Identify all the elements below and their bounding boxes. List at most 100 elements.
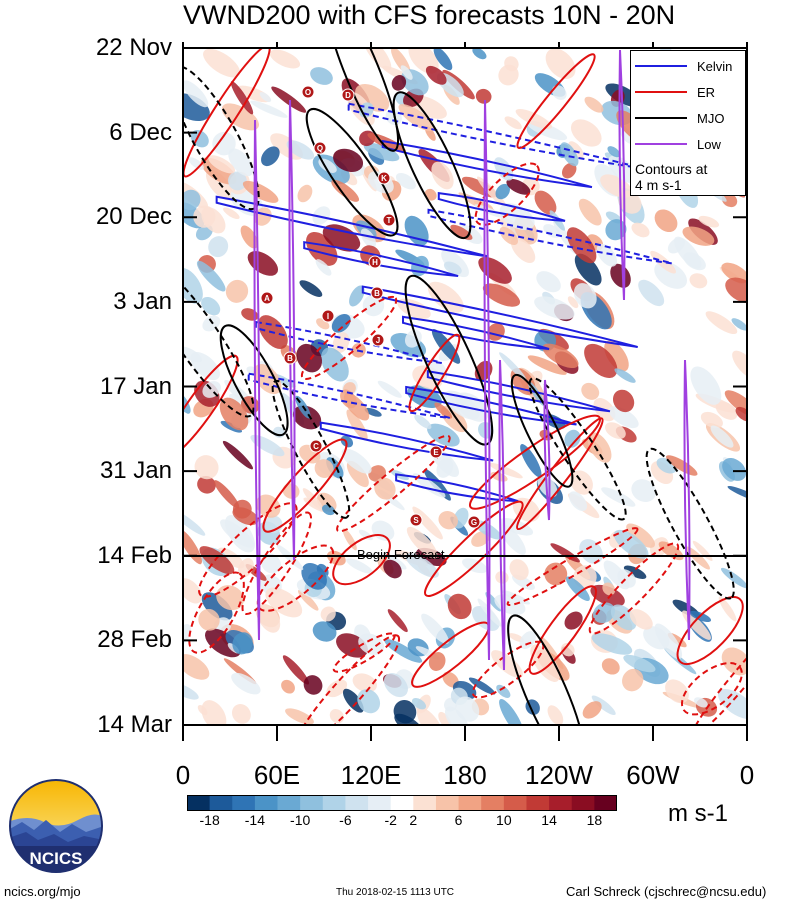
kelvin-contour bbox=[247, 372, 451, 419]
colorbar-tick-label: 14 bbox=[541, 812, 557, 828]
anomaly-blob bbox=[322, 224, 361, 252]
er-contour bbox=[300, 295, 398, 380]
ncics-logo: NCICS bbox=[9, 779, 103, 873]
anomaly-blob bbox=[608, 406, 639, 429]
anomaly-blob bbox=[496, 684, 511, 698]
anomaly-blob bbox=[405, 553, 439, 578]
anomaly-blob bbox=[607, 146, 621, 158]
anomaly-blob bbox=[196, 260, 226, 292]
colorbar-tick-label: -2 bbox=[384, 812, 397, 828]
legend-swatch-low bbox=[635, 143, 687, 145]
anomaly-blob bbox=[250, 100, 288, 118]
storm-label: H bbox=[372, 258, 378, 267]
anomaly-blob bbox=[591, 695, 616, 716]
legend-swatch-mjo bbox=[635, 117, 687, 119]
anomaly-blob bbox=[199, 546, 235, 575]
anomaly-blob bbox=[731, 318, 747, 331]
anomaly-blob bbox=[326, 679, 348, 698]
legend-note-line2: 4 m s-1 bbox=[635, 177, 682, 193]
anomaly-blob bbox=[411, 698, 427, 710]
anomaly-blob bbox=[404, 215, 429, 246]
anomaly-blob bbox=[499, 698, 524, 725]
x-tick-label: 120E bbox=[340, 760, 402, 790]
colorbar-frame bbox=[187, 795, 617, 811]
legend-entry-kelvin: Kelvin bbox=[635, 57, 732, 75]
colorbar-segment bbox=[571, 795, 595, 811]
anomaly-blob bbox=[622, 668, 644, 692]
anomaly-blob bbox=[542, 343, 579, 369]
er-contour bbox=[294, 634, 401, 725]
er-contour bbox=[408, 333, 461, 413]
anomaly-blob bbox=[349, 285, 365, 307]
anomaly-blob bbox=[568, 141, 584, 159]
colorbar-segment bbox=[345, 795, 369, 811]
anomaly-blob bbox=[436, 458, 454, 478]
low-contour bbox=[618, 49, 626, 301]
anomaly-blob bbox=[374, 477, 396, 500]
anomaly-blob bbox=[725, 277, 747, 304]
anomaly-blob bbox=[428, 652, 446, 671]
anomaly-blob bbox=[444, 706, 469, 725]
anomaly-blob bbox=[444, 390, 480, 420]
footer-site-link[interactable]: ncics.org/mjo bbox=[4, 884, 81, 899]
kelvin-contour bbox=[303, 241, 459, 278]
anomaly-blob bbox=[213, 480, 240, 509]
anomaly-blob bbox=[427, 423, 460, 447]
kelvin-contour bbox=[427, 208, 673, 265]
anomaly-blob bbox=[543, 224, 561, 238]
anomaly-blob bbox=[584, 343, 618, 379]
er-contour bbox=[336, 434, 451, 533]
anomaly-blob bbox=[727, 486, 747, 502]
mjo-contour bbox=[507, 614, 587, 725]
anomaly-blob bbox=[222, 440, 253, 470]
mjo-contour bbox=[392, 91, 472, 240]
anomaly-blob bbox=[544, 562, 568, 586]
anomaly-blob bbox=[443, 261, 462, 275]
anomaly-blob bbox=[570, 119, 602, 147]
anomaly-blob bbox=[395, 172, 416, 190]
anomaly-blob bbox=[534, 296, 575, 320]
legend-entry-low: Low bbox=[635, 135, 721, 153]
anomaly-blob bbox=[601, 658, 620, 675]
anomaly-blob bbox=[520, 444, 542, 478]
mjo-contour bbox=[528, 377, 627, 521]
colorbar bbox=[187, 795, 617, 811]
anomaly-blob bbox=[565, 576, 590, 602]
anomaly-blob bbox=[638, 279, 665, 307]
anomaly-blob bbox=[468, 677, 496, 695]
y-tick-label: 20 Dec bbox=[95, 203, 172, 231]
anomaly-blob bbox=[613, 529, 649, 559]
anomaly-blob bbox=[694, 697, 708, 708]
anomaly-blob bbox=[303, 675, 323, 695]
anomaly-blob bbox=[194, 455, 219, 480]
anomaly-blob bbox=[285, 708, 314, 725]
anomaly-blob bbox=[690, 366, 722, 405]
anomaly-blob bbox=[265, 587, 303, 618]
anomaly-blob bbox=[566, 227, 597, 264]
anomaly-blob bbox=[593, 602, 616, 624]
colorbar-segment bbox=[594, 795, 617, 811]
legend: Kelvin ER MJO Low Contours at 4 m s-1 bbox=[630, 50, 746, 196]
anomaly-blob bbox=[276, 544, 304, 571]
colorbar-tick-label: -14 bbox=[244, 812, 265, 828]
y-tick-label: 17 Jan bbox=[99, 372, 172, 400]
anomaly-blob bbox=[346, 409, 368, 441]
anomaly-blob bbox=[363, 48, 392, 71]
filtered-contours bbox=[183, 48, 747, 725]
anomaly-blob bbox=[499, 226, 518, 246]
anomaly-blob bbox=[504, 116, 522, 130]
anomaly-blob bbox=[654, 209, 678, 233]
anomaly-blob bbox=[721, 192, 738, 208]
anomaly-blob bbox=[377, 380, 402, 398]
logo-text: NCICS bbox=[30, 849, 83, 868]
mjo-contour bbox=[325, 48, 400, 152]
anomaly-blob bbox=[384, 638, 423, 663]
er-contour bbox=[676, 596, 744, 665]
anomaly-blob bbox=[570, 470, 593, 495]
storm-label: T bbox=[387, 216, 392, 225]
anomaly-blob bbox=[271, 86, 307, 113]
low-contour bbox=[683, 359, 691, 641]
anomaly-blob bbox=[281, 679, 295, 694]
anomaly-blob bbox=[358, 633, 385, 656]
anomaly-blob bbox=[578, 198, 602, 226]
